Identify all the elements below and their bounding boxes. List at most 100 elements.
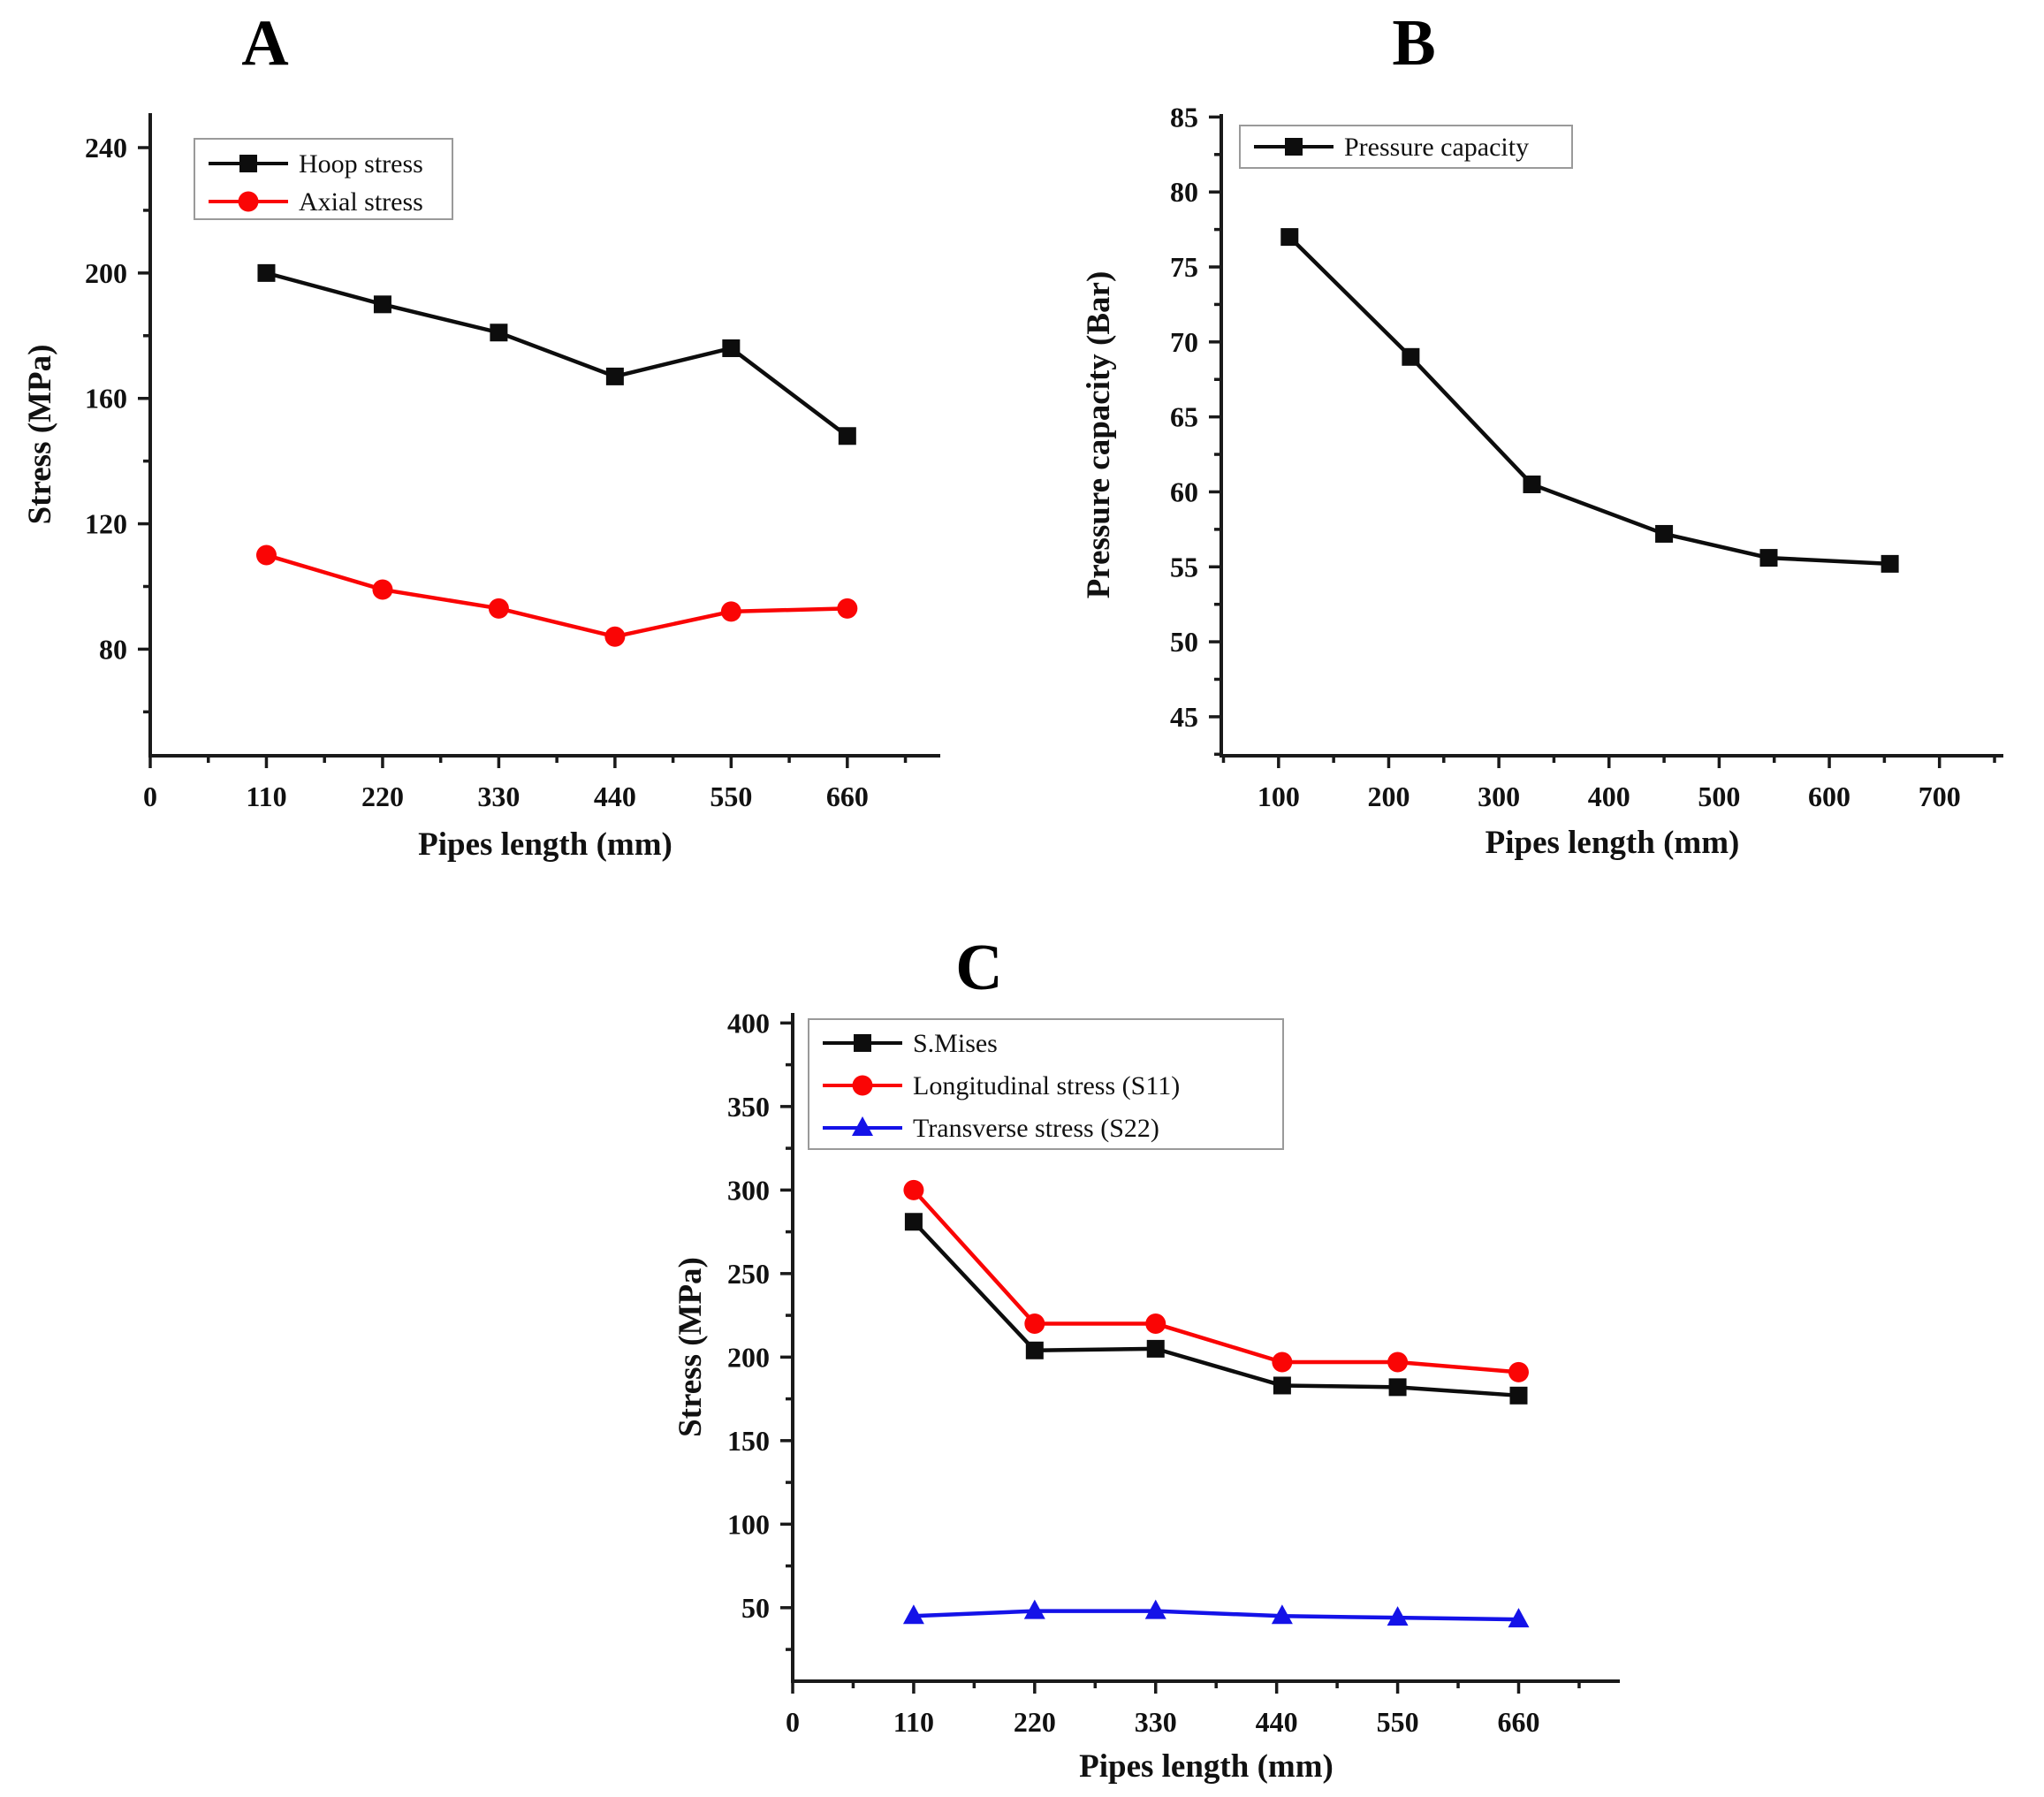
data-point-marker (1388, 1378, 1407, 1397)
legend-sample-marker (852, 1075, 873, 1096)
y-tick-label: 150 (727, 1425, 770, 1457)
data-point-marker (488, 598, 509, 619)
data-point-marker (1387, 1352, 1409, 1373)
data-point-marker (373, 295, 391, 314)
y-tick-label: 75 (1170, 251, 1198, 283)
y-tick-label: 65 (1170, 401, 1198, 433)
legend-sample-marker (238, 191, 259, 212)
data-point-marker (1523, 475, 1541, 493)
x-tick-label: 330 (1135, 1706, 1177, 1738)
x-tick-label: 440 (594, 780, 636, 812)
y-tick-label: 60 (1170, 476, 1198, 507)
x-tick-label: 100 (1258, 780, 1300, 812)
data-point-marker (1146, 1339, 1165, 1358)
legend: Hoop stress Axial stress (194, 138, 453, 220)
data-point-marker (257, 263, 276, 282)
data-point-marker (1881, 554, 1899, 573)
legend: Pressure capacity (1239, 125, 1573, 169)
y-tick-label: 100 (727, 1508, 770, 1540)
x-tick-label: 110 (246, 780, 286, 812)
x-tick-label: 500 (1698, 780, 1740, 812)
axes: 50 100 150 200 250 300 350 400 0 110 220 330 440 550 6… (672, 1007, 1620, 1785)
legend: S.Mises Longitudinal stress (S11) Transver… (808, 1018, 1284, 1150)
data-point-marker (605, 367, 624, 385)
data-point-marker (1402, 347, 1420, 366)
x-tick-label: 600 (1808, 780, 1850, 812)
y-tick-label: 80 (1170, 176, 1198, 208)
series-line (1288, 235, 1890, 567)
data-point-marker (720, 601, 741, 622)
chart-b-title: B (1392, 7, 1436, 80)
data-point-marker (1508, 1361, 1529, 1382)
series-longitudinal-stress-s11 (903, 1179, 1529, 1382)
legend-item-label: Hoop stress (299, 149, 423, 179)
data-point-marker (1387, 1606, 1409, 1626)
y-tick-label: 80 (99, 633, 127, 665)
series-line (265, 552, 847, 639)
x-tick-label: 550 (710, 780, 752, 812)
y-tick-label: 50 (1170, 626, 1198, 658)
y-tick-label: 350 (727, 1091, 770, 1123)
x-tick-label: 700 (1919, 780, 1961, 812)
data-point-marker (1272, 1352, 1293, 1373)
legend-sample-marker (1285, 138, 1303, 156)
data-point-marker (490, 324, 508, 342)
y-tick-label: 50 (741, 1592, 770, 1624)
x-tick-label: 440 (1256, 1706, 1298, 1738)
y-tick-label: 45 (1170, 701, 1198, 733)
data-point-marker (1280, 228, 1299, 247)
y-tick-label: 400 (727, 1007, 770, 1039)
data-point-marker (837, 598, 858, 619)
x-tick-label: 400 (1588, 780, 1630, 812)
legend-item-label: Transverse stress (S22) (913, 1114, 1159, 1143)
series-pressure-capacity (1280, 228, 1899, 573)
data-point-marker (1508, 1608, 1530, 1628)
data-point-marker (1273, 1376, 1291, 1395)
data-point-marker (1144, 1599, 1166, 1619)
data-point-marker (1509, 1386, 1528, 1405)
data-point-marker (903, 1179, 924, 1200)
data-point-marker (1023, 1599, 1045, 1619)
data-point-marker (838, 427, 856, 445)
y-axis-title: Stress (MPa) (22, 345, 58, 525)
chart-a-title: A (241, 7, 289, 80)
y-tick-label: 120 (85, 508, 127, 540)
data-point-marker (1271, 1604, 1293, 1625)
data-point-marker (604, 626, 626, 647)
y-tick-label: 300 (727, 1174, 770, 1206)
data-point-marker (1759, 549, 1778, 567)
x-axis-title: Pipes length (mm) (1079, 1748, 1334, 1785)
y-axis-title: Stress (MPa) (672, 1257, 709, 1437)
data-point-marker (902, 1604, 924, 1625)
data-point-marker (1145, 1313, 1166, 1335)
legend-item-label: S.Mises (913, 1029, 998, 1058)
data-point-marker (1024, 1313, 1045, 1335)
x-tick-label: 660 (1497, 1706, 1539, 1738)
legend-item-label: Pressure capacity (1344, 133, 1529, 162)
axes: 45 50 55 60 65 70 75 80 85 100 200 300 400 500 600 700 P… (1081, 101, 2003, 861)
series-axial-stress (255, 544, 858, 647)
data-point-marker (722, 339, 741, 357)
x-axis-title: Pipes length (mm) (1486, 825, 1740, 861)
x-tick-label: 300 (1478, 780, 1520, 812)
legend-sample-marker (852, 1116, 873, 1136)
series-line (913, 1609, 1519, 1622)
y-tick-label: 70 (1170, 326, 1198, 358)
legend-item-label: Longitudinal stress (S11) (913, 1071, 1180, 1100)
series-hoop-stress (257, 263, 856, 445)
y-tick-label: 250 (727, 1258, 770, 1290)
x-tick-label: 0 (786, 1706, 800, 1738)
chart-a-svg: 80 120 160 200 240 0 110 220 330 440 550 660 Pipes l… (22, 113, 940, 863)
chart-c-svg: 50 100 150 200 250 300 350 400 0 110 220 330 440 550 6… (672, 1007, 1620, 1785)
x-axis-title: Pipes length (mm) (418, 826, 672, 863)
y-tick-label: 85 (1170, 101, 1198, 133)
axes: 80 120 160 200 240 0 110 220 330 440 550 660 Pipes l… (22, 113, 940, 863)
x-tick-label: 660 (826, 780, 869, 812)
series-line (265, 270, 849, 438)
data-point-marker (904, 1213, 923, 1231)
series-line (912, 1188, 1519, 1374)
x-tick-label: 550 (1377, 1706, 1419, 1738)
data-point-marker (1025, 1341, 1044, 1359)
x-tick-label: 330 (477, 780, 520, 812)
